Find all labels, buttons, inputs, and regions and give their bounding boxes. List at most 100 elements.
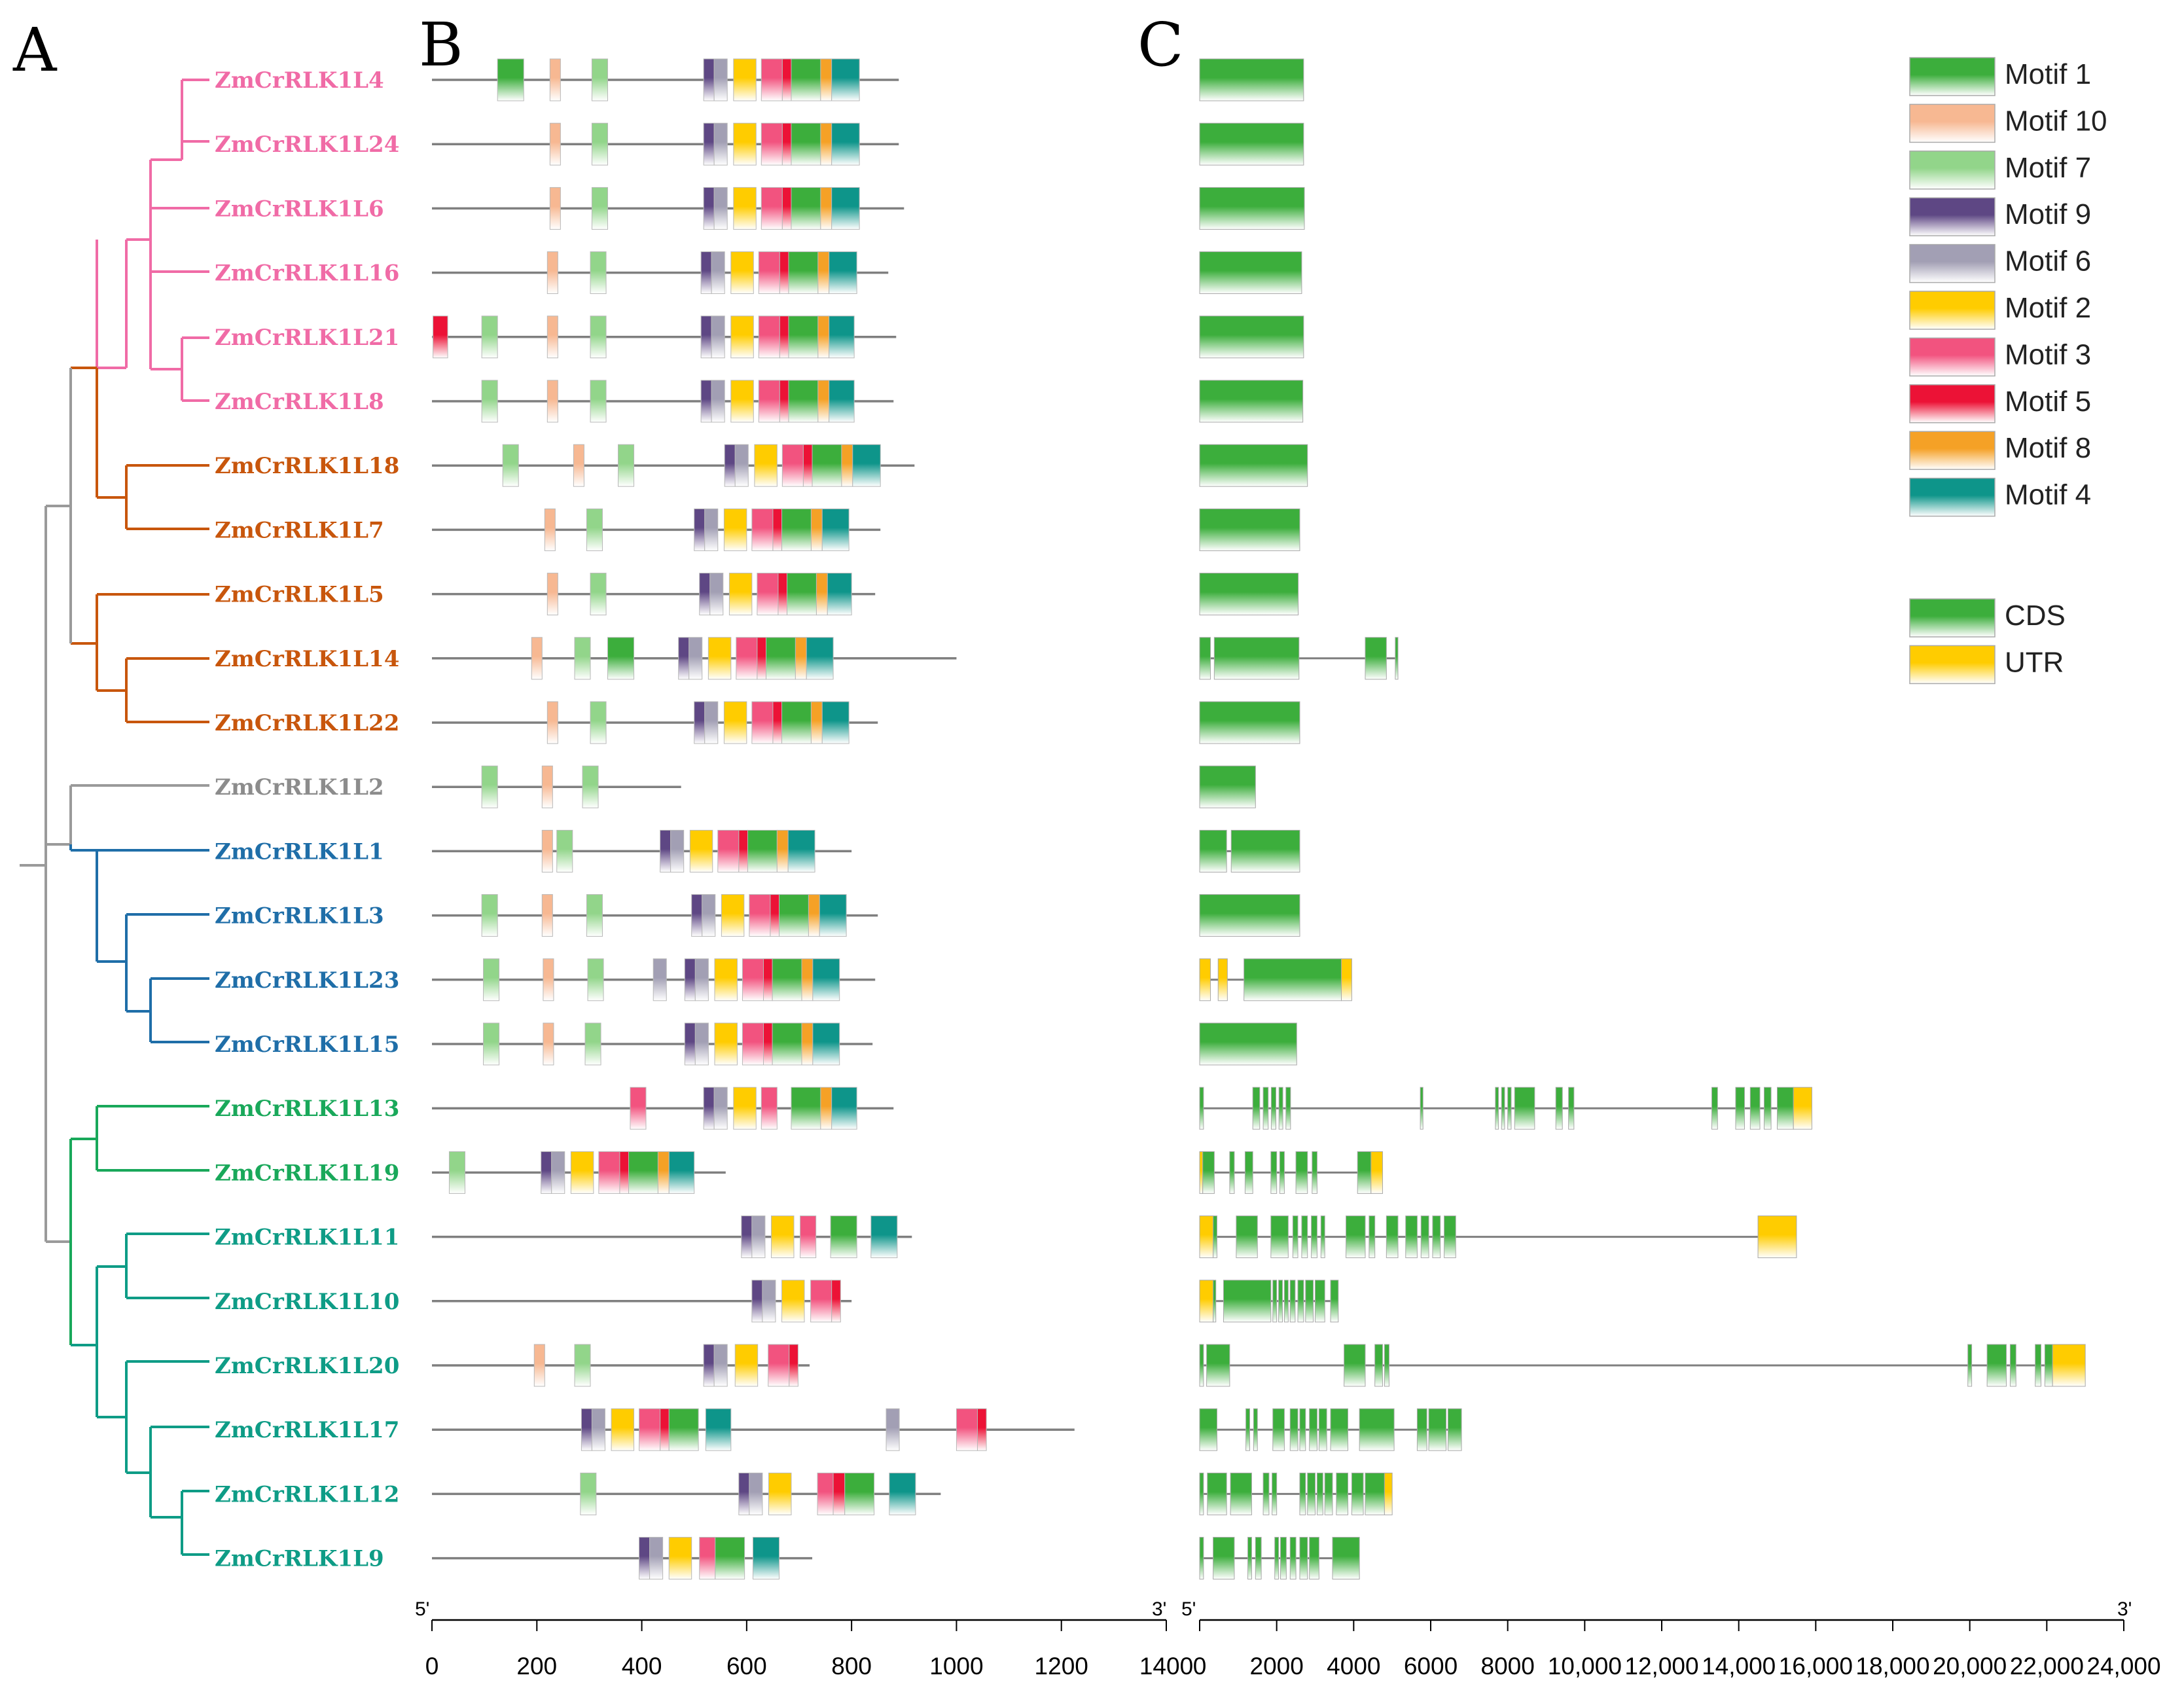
motif-block-m4	[829, 251, 857, 295]
exon-block	[1247, 1537, 1252, 1580]
exon-block	[1309, 1408, 1317, 1451]
exon-block	[1199, 829, 1227, 873]
exon-block	[1245, 1408, 1250, 1451]
exon-block	[1236, 1215, 1258, 1259]
exon-block	[1336, 1472, 1349, 1515]
structure-row	[1199, 1215, 1797, 1259]
motif-row	[432, 829, 852, 873]
structure-row	[1199, 1151, 1383, 1194]
motif-legend: Motif 1 Motif 10 Motif 7 Motif 9 Motif 6 Moti…	[1909, 57, 2107, 517]
structure-row	[1199, 444, 1308, 487]
motif-block-m9	[700, 251, 712, 295]
motif-block-m3	[742, 1022, 764, 1066]
motif-row	[432, 1151, 726, 1194]
utr-block	[1384, 1472, 1393, 1515]
motif-block-m5	[660, 1408, 670, 1451]
motif-row	[432, 765, 681, 808]
motif-block-m3	[630, 1087, 647, 1130]
exon-block	[1213, 637, 1300, 680]
exon-block	[1199, 251, 1302, 295]
motif-axis-tick-label: 400	[622, 1653, 662, 1680]
motif-axis-tick-label: 1000	[929, 1653, 983, 1680]
motif-block-m7	[481, 894, 498, 937]
structure-row	[1199, 1087, 1812, 1130]
exon-block	[1199, 573, 1299, 616]
legend-swatch-m4	[1909, 477, 1996, 517]
exon-block	[1384, 1344, 1389, 1387]
legend-swatch-m9	[1909, 197, 1996, 236]
exon-block	[1207, 1472, 1227, 1515]
motif-block-m3	[761, 122, 783, 166]
legend-label-m3: Motif 3	[2005, 338, 2091, 370]
exon-block	[1357, 1151, 1372, 1194]
exon-block	[1270, 1087, 1276, 1130]
motif-block-m10	[546, 251, 558, 295]
motif-block-m6	[653, 958, 667, 1001]
exon-block	[1299, 1408, 1306, 1451]
utr-block	[2052, 1344, 2086, 1387]
legend-swatch-m6	[1909, 243, 1996, 283]
motif-block-m7	[556, 829, 573, 873]
motif-block-m7	[587, 958, 604, 1001]
exon-block	[1568, 1087, 1575, 1130]
motif-block-m7	[582, 765, 599, 808]
motif-block-m9	[694, 701, 706, 744]
motif-block-m1	[844, 1472, 875, 1515]
exon-block	[1305, 1280, 1314, 1323]
motif-block-m2	[668, 1537, 692, 1580]
gene-label: ZmCrRLK1L2	[215, 774, 384, 801]
motif-block-m3	[751, 508, 774, 551]
motif-row	[432, 444, 915, 487]
gene-label: ZmCrRLK1L23	[215, 967, 399, 994]
motif-block-m7	[574, 1344, 591, 1387]
exon-block	[1199, 1472, 1204, 1515]
motif-block-m6	[749, 1472, 763, 1515]
gene-axis-tick-label: 4000	[1327, 1653, 1380, 1680]
exon-block	[1344, 1344, 1366, 1387]
motif-axis-tick-label: 0	[425, 1653, 439, 1680]
motif-block-m3	[758, 315, 780, 359]
motif-block-m7	[580, 1472, 597, 1515]
motif-block-m3	[781, 444, 804, 487]
gene-label: ZmCrRLK1L3	[215, 903, 384, 929]
motif-block-m6	[670, 829, 685, 873]
motif-block-m10	[546, 701, 558, 744]
utr-block	[1199, 1280, 1214, 1323]
motif-block-m8	[810, 508, 823, 551]
motif-block-m5	[781, 58, 792, 101]
motif-block-m1	[747, 829, 778, 873]
motif-axis-tick-label: 1200	[1035, 1653, 1088, 1680]
exon-block	[1365, 637, 1387, 680]
motif-block-m3	[810, 1280, 832, 1323]
utr-block	[1199, 1151, 1204, 1194]
motif-block-m5	[619, 1151, 630, 1194]
gene-axis-tick-label: 14,000	[1702, 1653, 1776, 1680]
motif-block-m10	[541, 894, 553, 937]
gene-structure-axis: 5' 3' 0 2000 4000 6000 8000 10,000 12,000 14,00…	[1181, 1598, 2161, 1680]
utr-block	[1217, 958, 1228, 1001]
exon-block	[1311, 1215, 1317, 1259]
exon-block	[1274, 1537, 1280, 1580]
motif-block-m7	[618, 444, 635, 487]
motif-block-m3	[758, 251, 780, 295]
motif-block-m7	[591, 58, 608, 101]
exon-block	[1749, 1087, 1761, 1130]
legend-swatch-m5	[1909, 384, 1996, 423]
motif-block-m6	[886, 1408, 900, 1451]
motif-block-m10	[543, 958, 554, 1001]
gene-label: ZmCrRLK1L1	[215, 838, 384, 865]
motif-block-m9	[703, 1087, 715, 1130]
motif-block-m9	[694, 508, 706, 551]
motif-block-m3	[768, 1344, 790, 1387]
motif-block-m8	[820, 187, 832, 230]
motif-block-m4	[668, 1151, 695, 1194]
motif-block-m8	[817, 380, 830, 423]
gene-label: ZmCrRLK1L21	[215, 325, 399, 351]
motif-row	[432, 1344, 810, 1387]
exon-block	[1514, 1087, 1535, 1130]
gene-label: ZmCrRLK1L9	[215, 1546, 384, 1572]
motif-block-m9	[703, 58, 715, 101]
motif-block-m4	[705, 1408, 732, 1451]
exon-block	[1255, 1537, 1262, 1580]
exon-block	[1223, 1280, 1272, 1323]
